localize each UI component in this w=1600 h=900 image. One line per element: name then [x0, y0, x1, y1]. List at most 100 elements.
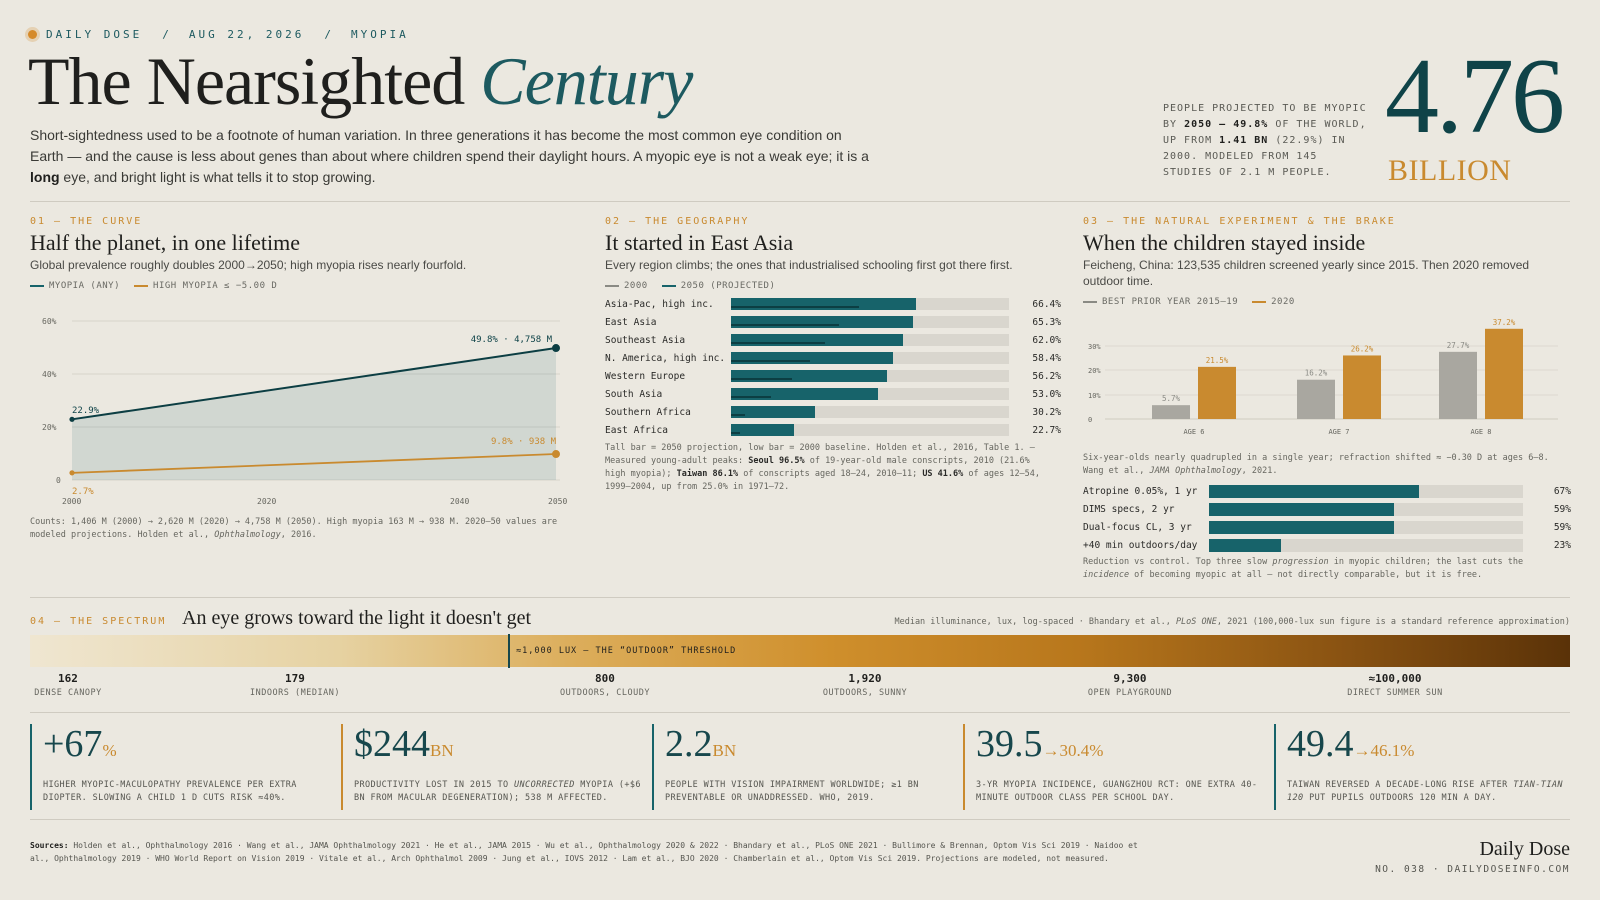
- stat-maculopathy: +67% HIGHER MYOPIC-MACULOPATHY PREVALENC…: [30, 724, 332, 810]
- geo-row-label: Southeast Asia: [605, 334, 686, 346]
- data-point: [69, 416, 75, 422]
- legend-2000-label: 2000: [624, 281, 648, 291]
- geo-row: Western Europe 56.2%: [605, 367, 1061, 385]
- spectrum-stop-value: 1,920: [848, 672, 882, 685]
- spectrum-stop-caption: OUTDOORS, CLOUDY: [560, 688, 650, 698]
- geo-row-label: Southern Africa: [605, 406, 691, 418]
- stat-maculopathy-number: +67: [43, 723, 103, 765]
- brake-track: [1209, 538, 1523, 552]
- stat-productivity: $244BN PRODUCTIVITY LOST IN 2015 TO UNCO…: [341, 724, 643, 810]
- brake-label: +40 min outdoors/day: [1083, 539, 1198, 551]
- geo-value-label: 62.0%: [1032, 334, 1061, 346]
- x-tick-label: 2020: [257, 497, 276, 506]
- divider-top: [30, 201, 1570, 202]
- x-tick-label: 2050: [548, 497, 567, 506]
- geo-row: Asia-Pac, high inc. 66.4%: [605, 295, 1061, 313]
- brake-value: 23%: [1553, 539, 1571, 551]
- legend-any: MYOPIA (ANY): [30, 281, 120, 291]
- stat-productivity-suffix: BN: [430, 741, 454, 760]
- sec4-source-2: , 2021 (100,000-lux sun figure is a stan…: [1216, 617, 1570, 627]
- brake-row: DIMS specs, 2 yr 59%: [1083, 500, 1571, 518]
- spectrum-stop-value: 179: [285, 672, 305, 685]
- brake-value: 59%: [1553, 503, 1571, 515]
- sec3-kicker: 03 — THE NATURAL EXPERIMENT & THE BRAKE: [1083, 216, 1396, 227]
- stat-taiwan-caption-italic: TIAN-TIAN 120: [1287, 780, 1563, 803]
- brake-row: Dual-focus CL, 3 yr 59%: [1083, 518, 1571, 536]
- threshold-label: ≈1,000 LUX — THE “OUTDOOR” THRESHOLD: [516, 646, 737, 656]
- bar-2000: [731, 306, 860, 308]
- light-spectrum-bar: ≈1,000 LUX — THE “OUTDOOR” THRESHOLD: [30, 634, 1570, 668]
- spectrum-stop-caption: DENSE CANOPY: [34, 688, 102, 698]
- geo-value-label: 58.4%: [1032, 352, 1061, 364]
- spectrum-stop: 1,920 OUTDOORS, SUNNY: [823, 672, 907, 698]
- headline-caption-bold-2: 1.41 BN: [1219, 135, 1269, 146]
- threshold-marker: [508, 634, 510, 668]
- label-start-any: 22.9%: [72, 406, 100, 416]
- intro-text-b: eye, and bright light is what tells it t…: [59, 169, 376, 185]
- brake-bar: [1209, 520, 1395, 534]
- headline-caption-1: PEOPLE PROJECTED TO BE MYOPIC BY: [1163, 103, 1367, 130]
- brake-note-3: of becoming myopic at all — not directly…: [1129, 570, 1483, 580]
- y-tick-label: 10%: [1088, 392, 1101, 400]
- brake-note-1: Reduction vs control. Top three slow: [1083, 557, 1273, 567]
- bar-value-label: 16.2%: [1305, 369, 1328, 378]
- sec4-kicker: 04 — THE SPECTRUM: [30, 616, 167, 627]
- bar: [1152, 405, 1190, 419]
- spectrum-stops: 162 DENSE CANOPY 179 INDOORS (MEDIAN) 800 OUT…: [30, 672, 1570, 702]
- legend-2020: 2020: [1252, 297, 1295, 307]
- sec1-kicker: 01 — THE CURVE: [30, 216, 143, 227]
- bar: [1343, 355, 1381, 419]
- bar-2050: [731, 316, 913, 328]
- sec1-note-end: , 2016.: [280, 530, 317, 540]
- intro-bold: long: [30, 169, 60, 185]
- title-main: The Nearsighted: [28, 43, 465, 119]
- brake-value: 59%: [1553, 521, 1571, 533]
- geo-value-label: 30.2%: [1032, 406, 1061, 418]
- geo-row-label: Western Europe: [605, 370, 686, 382]
- sec1-note: Counts: 1,406 M (2000) → 2,620 M (2020) …: [30, 516, 575, 542]
- spectrum-stop-value: 800: [595, 672, 615, 685]
- headline-caption-2: OF THE WORLD, UP FROM: [1163, 119, 1367, 146]
- geo-track: [731, 334, 1009, 346]
- sec3-note: Six-year-olds nearly quadrupled in a sin…: [1083, 452, 1573, 478]
- bar-2000: [731, 378, 792, 380]
- stat-productivity-caption: PRODUCTIVITY LOST IN 2015 TO UNCORRECTED…: [354, 779, 643, 804]
- brake-note-2: in myopic children; the last cuts the: [1328, 557, 1524, 567]
- x-tick-label: AGE 7: [1328, 428, 1349, 436]
- brand-kicker: DAILY DOSE: [46, 27, 143, 41]
- footer-issue: NO. 038 · DAILYDOSEINFO.COM: [1375, 864, 1570, 875]
- x-tick-label: 2040: [450, 497, 469, 506]
- experiment-chart: 0 10% 20% 30% 5.7% 21.5% AGE 6 16.2% 26.2% AG…: [1088, 318, 1558, 436]
- stat-productivity-number: $244: [354, 723, 430, 765]
- y-tick-label: 0: [56, 476, 61, 485]
- y-tick-label: 0: [1088, 416, 1092, 424]
- stat-taiwan: 49.4→46.1% TAIWAN REVERSED A DECADE-LONG…: [1274, 724, 1570, 810]
- sec2-subtitle: Every region climbs; the ones that indus…: [605, 258, 1013, 272]
- stat-impairment-caption: PEOPLE WITH VISION IMPAIRMENT WORLDWIDE;…: [665, 780, 919, 803]
- legend-prior-label: BEST PRIOR YEAR 2015–19: [1102, 297, 1239, 307]
- geo-row: East Asia 65.3%: [605, 313, 1061, 331]
- sec4-title: An eye grows toward the light it doesn't…: [182, 607, 532, 629]
- bar: [1297, 379, 1335, 419]
- kicker-topic: MYOPIA: [350, 27, 409, 41]
- spectrum-stop-caption: DIRECT SUMMER SUN: [1347, 688, 1443, 698]
- spectrum-stop-caption: OPEN PLAYGROUND: [1087, 688, 1173, 698]
- headline-caption-3: (22.9%) IN 2000. MODELED FROM 145 STUDIE…: [1163, 135, 1346, 178]
- brake-bar: [1209, 538, 1282, 552]
- stat-taiwan-suffix: →46.1%: [1353, 741, 1415, 760]
- bar-value-label: 21.5%: [1206, 356, 1229, 365]
- series-line: [71, 347, 557, 421]
- sec2-note-b1: Seoul 96.5%: [748, 456, 805, 466]
- sec3-legend: BEST PRIOR YEAR 2015–19 2020: [1083, 297, 1295, 307]
- bar-2000: [731, 360, 810, 362]
- data-point: [69, 470, 75, 476]
- bar-2050: [731, 388, 879, 400]
- bar-2050: [731, 352, 894, 364]
- myopia-area: [72, 348, 556, 480]
- geo-track: [731, 316, 1009, 328]
- stat-guangzhou-suffix: →30.4%: [1042, 741, 1104, 760]
- stat-taiwan-caption: TAIWAN REVERSED A DECADE-LONG RISE AFTER…: [1287, 779, 1570, 804]
- stat-productivity-caption-b: MYOPIA (+$6 BN FROM MACULAR DEGENERATION…: [354, 780, 641, 803]
- spectrum-stop-caption: OUTDOORS, SUNNY: [822, 688, 908, 698]
- stat-guangzhou: 39.5→30.4% 3-YR MYOPIA INCIDENCE, GUANGZ…: [963, 724, 1265, 810]
